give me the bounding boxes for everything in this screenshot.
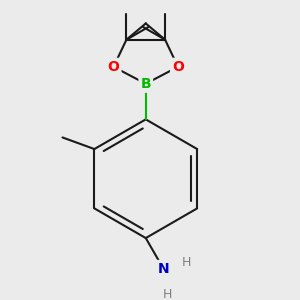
Text: O: O bbox=[172, 60, 184, 74]
Text: B: B bbox=[140, 77, 151, 91]
Text: H: H bbox=[182, 256, 192, 268]
Text: O: O bbox=[108, 60, 119, 74]
Text: H: H bbox=[163, 287, 172, 300]
Text: N: N bbox=[158, 262, 170, 276]
